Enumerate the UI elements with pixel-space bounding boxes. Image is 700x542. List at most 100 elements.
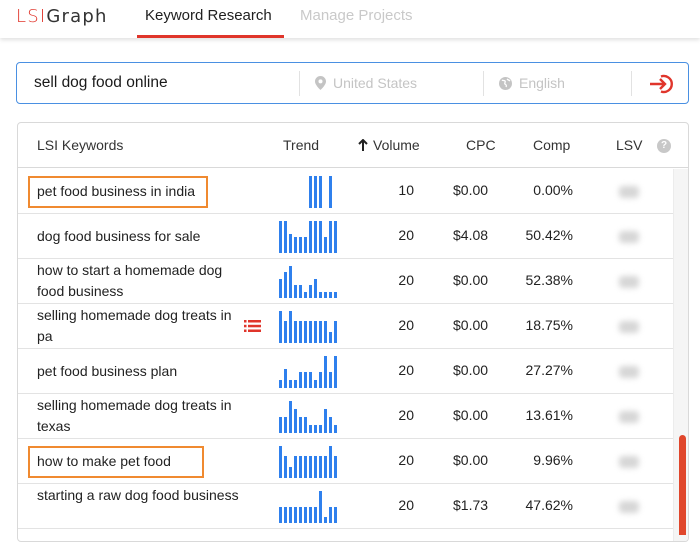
table-row[interactable]: selling homemade dog treats in texas 20 $0…: [18, 394, 673, 439]
trend-bar: [289, 311, 292, 343]
trend-bar: [319, 456, 322, 478]
trend-bar: [299, 285, 302, 298]
trend-bar: [324, 321, 327, 343]
trend-bar: [329, 417, 332, 433]
comp-value: 47.62%: [525, 497, 573, 513]
keyword-text[interactable]: starting a raw dog food business: [37, 487, 239, 503]
trend-bar: [329, 221, 332, 253]
trend-bar: [289, 234, 292, 253]
keyword-text[interactable]: selling homemade dog treats in pa: [37, 307, 232, 344]
cpc-value: $0.00: [453, 407, 489, 423]
trend-bar: [284, 321, 287, 343]
trend-bar: [314, 456, 317, 478]
lsv-value-blurred: [619, 456, 639, 468]
keyword-text[interactable]: pet food business plan: [37, 363, 178, 379]
list-icon[interactable]: [244, 319, 261, 333]
search-submit-button[interactable]: [647, 71, 677, 96]
comp-value: 50.42%: [525, 227, 573, 243]
col-header-volume[interactable]: Volume: [358, 137, 420, 153]
table-row[interactable]: how to make pet food 20 $0.00 9.96%: [18, 439, 673, 484]
volume-label: Volume: [373, 137, 420, 153]
col-header-comp[interactable]: Comp: [533, 137, 571, 153]
trend-bar: [324, 409, 327, 433]
trend-bar: [294, 237, 297, 253]
trend-sparkline: [279, 484, 339, 529]
table-row[interactable]: selling homemade dog treats in pa 20 $0.00…: [18, 304, 673, 349]
col-header-keywords[interactable]: LSI Keywords: [37, 137, 124, 153]
keyword-text[interactable]: how to start a homemade dog food busines…: [37, 262, 223, 299]
keyword-search-input[interactable]: sell dog food online: [34, 74, 168, 91]
volume-value: 20: [398, 497, 414, 513]
trend-bar: [314, 507, 317, 523]
trend-bar: [334, 321, 337, 343]
keywords-table: LSI Keywords Trend Volume CPC Comp LSV ?…: [17, 122, 689, 542]
trend-bar: [304, 507, 307, 523]
lsv-value-blurred: [619, 411, 639, 423]
trend-bar: [329, 507, 332, 523]
table-row[interactable]: pet food business plan 20 $0.00 27.27%: [18, 349, 673, 394]
comp-value: 13.61%: [525, 407, 573, 423]
table-row[interactable]: pet food business in india 10 $0.00 0.00%: [18, 169, 673, 214]
trend-bar: [304, 321, 307, 343]
cpc-value: $0.00: [453, 317, 489, 333]
lsv-value-blurred: [619, 276, 639, 288]
table-row[interactable]: starting a raw dog food business 20 $1.73 4…: [18, 484, 673, 529]
trend-sparkline: [279, 349, 339, 394]
comp-value: 0.00%: [533, 182, 573, 198]
search-bar: sell dog food online United States Engli…: [16, 62, 689, 104]
trend-bar: [319, 292, 322, 298]
arrow-up-icon: [358, 138, 368, 151]
cpc-value: $0.00: [453, 362, 489, 378]
trend-bar: [324, 356, 327, 388]
trend-bar: [294, 507, 297, 523]
trend-bar: [279, 279, 282, 298]
highlight-box: [28, 446, 204, 478]
trend-bar: [329, 176, 332, 208]
trend-sparkline: [279, 214, 339, 259]
trend-bar: [289, 401, 292, 433]
trend-bar: [294, 321, 297, 343]
trend-bar: [324, 237, 327, 253]
trend-bar: [279, 221, 282, 253]
trend-bar: [304, 237, 307, 253]
trend-bar: [319, 321, 322, 343]
col-header-cpc[interactable]: CPC: [466, 137, 496, 153]
table-header: LSI Keywords Trend Volume CPC Comp LSV ?: [18, 123, 688, 168]
keyword-text[interactable]: how to make pet food: [37, 453, 171, 469]
tab-keyword-research[interactable]: Keyword Research: [145, 7, 272, 24]
scrollbar-thumb[interactable]: [679, 435, 686, 535]
table-row[interactable]: how to start a homemade dog food busines…: [18, 259, 673, 304]
lsv-value-blurred: [619, 321, 639, 333]
help-icon[interactable]: ?: [657, 139, 671, 153]
trend-bar: [334, 292, 337, 298]
trend-bar: [284, 456, 287, 478]
comp-value: 27.27%: [525, 362, 573, 378]
keyword-text[interactable]: dog food business for sale: [37, 228, 201, 244]
trend-bar: [334, 356, 337, 388]
col-header-lsv[interactable]: LSV: [616, 137, 643, 153]
trend-bar: [289, 266, 292, 298]
lsv-value-blurred: [619, 231, 639, 243]
comp-value: 18.75%: [525, 317, 573, 333]
trend-bar: [319, 425, 322, 433]
tab-manage-projects[interactable]: Manage Projects: [300, 7, 413, 24]
volume-value: 20: [398, 407, 414, 423]
table-row[interactable]: dog food business for sale 20 $4.08 50.42%: [18, 214, 673, 259]
col-header-trend[interactable]: Trend: [283, 137, 320, 153]
logo-lsi-text: LSI: [16, 6, 47, 27]
trend-bar: [309, 221, 312, 253]
trend-bar: [279, 311, 282, 343]
trend-bar: [319, 372, 322, 388]
trend-bar: [299, 456, 302, 478]
volume-value: 20: [398, 227, 414, 243]
keyword-text[interactable]: selling homemade dog treats in texas: [37, 397, 232, 434]
divider: [483, 71, 484, 96]
location-placeholder: United States: [333, 75, 418, 91]
trend-bar: [309, 507, 312, 523]
language-select[interactable]: English: [499, 75, 565, 91]
location-select[interactable]: United States: [315, 75, 417, 91]
trend-sparkline: [279, 394, 339, 439]
trend-sparkline: [279, 439, 339, 484]
lsigraph-logo[interactable]: LSIGraph: [16, 6, 108, 27]
keyword-text[interactable]: pet food business in india: [37, 183, 195, 199]
